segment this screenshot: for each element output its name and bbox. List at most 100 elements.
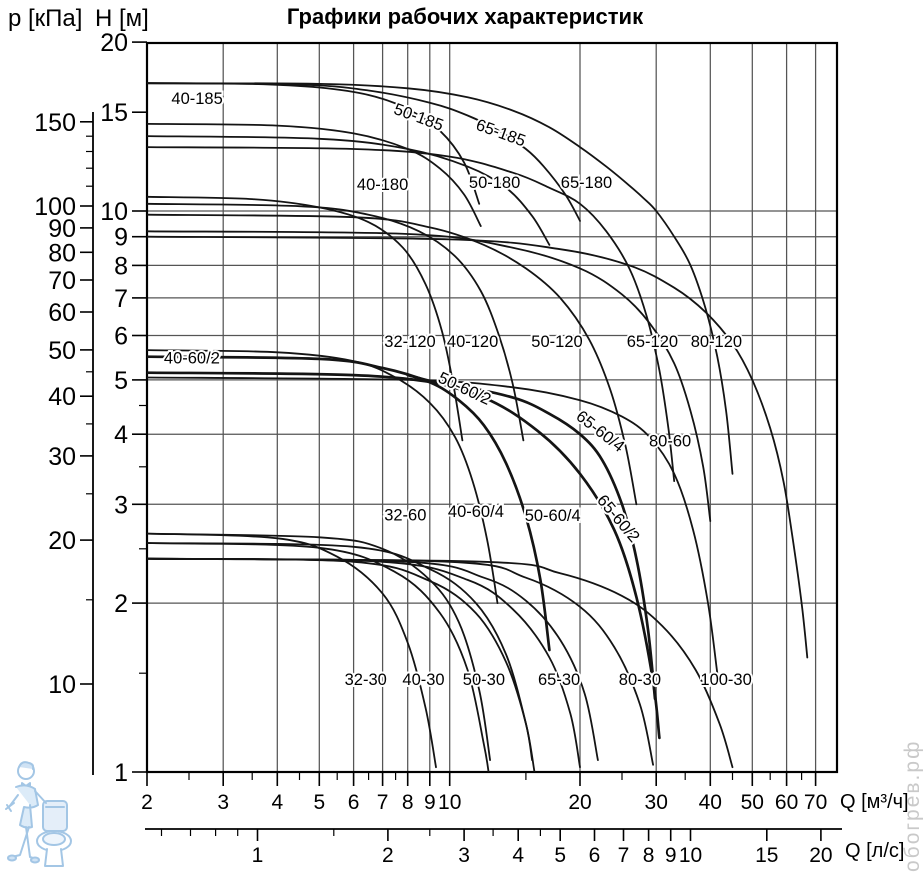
curve-label-40-120: 40-120 xyxy=(447,333,498,351)
pump-curve-50-60/4 xyxy=(147,557,581,769)
pump-curve-65-60/4 xyxy=(147,371,657,701)
curve-label-100-30: 100-30 xyxy=(700,671,751,689)
pump-curve-32-60 xyxy=(147,532,491,761)
h-tick-label: 10 xyxy=(100,198,128,226)
curve-label-80-120: 80-120 xyxy=(691,333,742,351)
h-tick-label: 9 xyxy=(114,224,128,252)
ls-tick-label: 9 xyxy=(665,844,677,867)
h-tick-label: 4 xyxy=(114,421,128,449)
site-watermark: обогрев.рф xyxy=(901,739,923,872)
h-tick-label: 15 xyxy=(100,99,128,127)
p-tick-label: 150 xyxy=(34,109,76,137)
x-tick-label: 8 xyxy=(402,791,414,814)
curve-label-50-60/2: 50-60/2 xyxy=(435,369,493,409)
h-tick-label: 2 xyxy=(114,590,128,618)
curve-label-40-60/2: 40-60/2 xyxy=(164,349,220,367)
x-tick-label: 30 xyxy=(645,791,668,814)
ls-tick-label: 7 xyxy=(618,844,630,867)
ls-tick-label: 5 xyxy=(554,844,566,867)
curve-label-65-120: 65-120 xyxy=(627,333,678,351)
ls-tick-label: 20 xyxy=(809,844,832,867)
ls-tick-label: 8 xyxy=(643,844,655,867)
x-tick-label: 20 xyxy=(568,791,591,814)
pump-curve-50-120 xyxy=(147,213,638,506)
h-tick-label: 20 xyxy=(100,29,128,57)
curve-label-50-120: 50-120 xyxy=(531,333,582,351)
curve-label-50-60/4: 50-60/4 xyxy=(525,507,581,525)
ls-tick-label: 6 xyxy=(589,844,601,867)
x-tick-label: 5 xyxy=(313,791,325,814)
p-tick-label: 20 xyxy=(48,527,76,555)
curve-label-80-60: 80-60 xyxy=(649,433,691,451)
curve-label-65-30: 65-30 xyxy=(538,671,580,689)
plot-border xyxy=(145,41,839,774)
curve-label-32-30: 32-30 xyxy=(345,671,387,689)
x-tick-label: 60 xyxy=(775,791,798,814)
curve-label-32-60: 32-60 xyxy=(384,506,426,524)
ls-tick-label: 3 xyxy=(458,844,470,867)
p-tick-label: 50 xyxy=(48,337,76,365)
chart-title: Графики рабочих характеристик xyxy=(286,4,644,29)
x-tick-label: 10 xyxy=(438,791,461,814)
plumber-watermark-icon xyxy=(5,761,72,867)
ls-tick-label: 2 xyxy=(382,844,394,867)
x-tick-label: 9 xyxy=(424,791,436,814)
p-tick-label: 60 xyxy=(48,299,76,327)
h-tick-label: 5 xyxy=(114,367,128,395)
pump-curve-40-60/4 xyxy=(147,542,533,761)
curve-label-32-120: 32-120 xyxy=(384,333,435,351)
pump-curve-65-180 xyxy=(147,146,676,482)
pump-curve-100-30 xyxy=(147,557,734,769)
pressure-axis-title: p [кПа] xyxy=(8,5,83,32)
head-axis-title: Н [м] xyxy=(95,5,149,32)
ls-tick-label: 10 xyxy=(679,844,702,867)
ls-tick-label: 1 xyxy=(252,844,264,867)
curve-label-40-180: 40-180 xyxy=(357,176,408,194)
pump-curve-40-180 xyxy=(147,123,482,227)
x-tick-label: 50 xyxy=(741,791,764,814)
pump-curve-50-30 xyxy=(147,557,536,772)
pump-curve-32-120 xyxy=(147,195,464,442)
curve-label-50-30: 50-30 xyxy=(463,671,505,689)
x-tick-label: 2 xyxy=(141,791,153,814)
h-tick-label: 1 xyxy=(114,759,128,787)
pump-curve-80-120 xyxy=(147,235,809,659)
x-tick-label: 6 xyxy=(348,791,360,814)
h-tick-label: 7 xyxy=(114,285,128,313)
p-tick-label: 80 xyxy=(48,239,76,267)
pump-curve-80-60 xyxy=(147,376,719,675)
curve-label-65-185: 65-185 xyxy=(473,116,527,150)
x-tick-label: 70 xyxy=(804,791,827,814)
pump-curve-50-185 xyxy=(147,82,581,222)
p-tick-label: 100 xyxy=(34,193,76,221)
p-tick-label: 30 xyxy=(48,443,76,471)
x-tick-label: 7 xyxy=(377,791,389,814)
h-tick-label: 3 xyxy=(114,491,128,519)
curve-label-65-180: 65-180 xyxy=(561,174,612,192)
h-tick-label: 6 xyxy=(114,323,128,351)
curve-label-40-60/4: 40-60/4 xyxy=(448,503,504,521)
p-tick-label: 90 xyxy=(48,215,76,243)
curve-label-80-30: 80-30 xyxy=(619,671,661,689)
pump-curve-40-120 xyxy=(147,202,525,442)
pump-curve-40-60/2 xyxy=(147,349,499,604)
pump-curve-50-60/2 xyxy=(147,355,551,652)
ls-tick-label: 15 xyxy=(755,844,778,867)
curve-label-40-185: 40-185 xyxy=(171,90,222,108)
pump-curve-50-180 xyxy=(147,135,551,246)
p-tick-label: 40 xyxy=(48,383,76,411)
flow-ls-axis-title: Q [л/с] xyxy=(845,840,905,862)
x-tick-label: 4 xyxy=(271,791,283,814)
p-tick-label: 10 xyxy=(48,671,76,699)
curve-label-40-30: 40-30 xyxy=(402,671,444,689)
h-tick-label: 8 xyxy=(114,252,128,280)
curve-label-50-180: 50-180 xyxy=(469,174,520,192)
pump-curve-32-30 xyxy=(147,532,437,769)
ls-tick-label: 4 xyxy=(512,844,524,867)
pump-curve-65-60/2 xyxy=(406,373,661,740)
flow-m3h-axis-title: Q [м³/ч] xyxy=(840,791,909,813)
pump-curve-65-30 xyxy=(147,557,599,761)
pump-curve-40-30 xyxy=(147,542,490,772)
